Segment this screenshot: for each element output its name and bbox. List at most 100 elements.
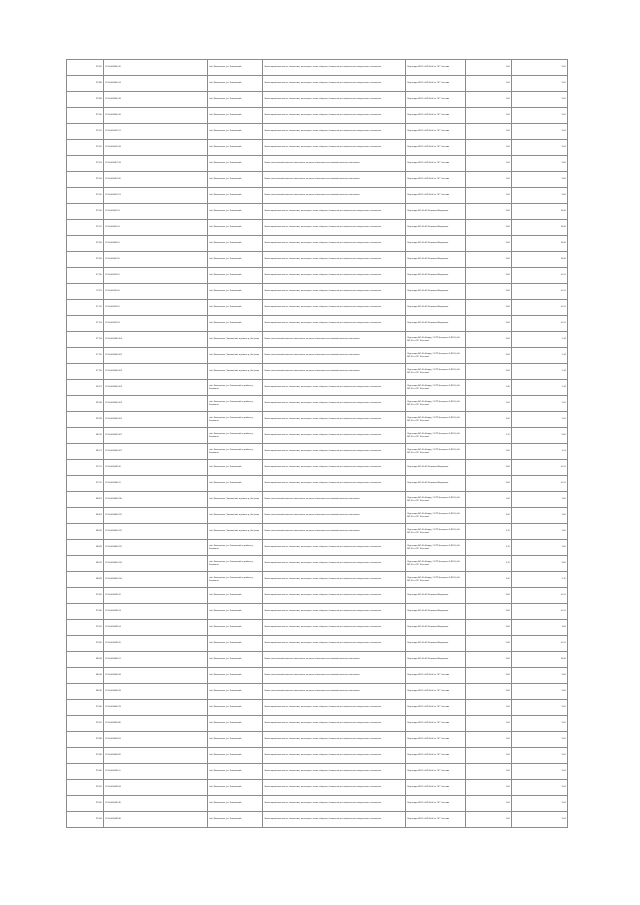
quantity-cell: 3,00 — [465, 475, 512, 492]
row-number-cell: 38 119 — [66, 411, 104, 428]
quantity-cell: 3,00 — [465, 203, 512, 220]
value-cell: 0,06 — [511, 171, 568, 188]
land-purpose-cell: Земли промышленности, энергетики, трансп… — [262, 283, 406, 300]
row-number-cell: 37 038 — [66, 731, 104, 748]
quantity-cell: 3,00 — [465, 683, 512, 700]
cadastral-number-cell: 37:04:000007-6 — [103, 251, 208, 268]
table-row: 38 034 37:04:000008-18 обл. Ивановская, р-… — [66, 667, 568, 684]
row-number-cell: 37 102 — [66, 139, 104, 156]
row-number-cell: 38 028 — [66, 571, 104, 588]
quantity-cell: 1,00 — [465, 779, 512, 796]
right-basis-cell: Под опоры ВЛ-П и ВЛ № 60 от ПС 'Сосново' — [405, 763, 466, 780]
right-basis-cell: Под опоры ВЛ-П и ВЛ № 60 от ПС 'Сосново' — [405, 59, 466, 76]
quantity-cell: 1,00 — [465, 155, 512, 172]
table-row: 37 036 37:04:000000-79 обл. Ивановская, р-… — [66, 699, 568, 716]
quantity-cell: 1,00 — [465, 187, 512, 204]
right-basis-cell: Под опоры ВЛ-10 кВ 'Богомолы/Кадниково' — [405, 315, 466, 332]
value-cell: 0,05 — [511, 731, 568, 748]
right-basis-cell: Под опоры ВЛ-10 кВ фид. 1 КТП Богомолы Л… — [405, 571, 466, 588]
table-row: 37 114 37:04:000408-100 обл. Ивановская, З… — [66, 331, 568, 348]
land-purpose-cell: Земли сельскохозяйственного назначения, … — [262, 155, 406, 172]
land-purpose-cell: Земли промышленности, энергетики, трансп… — [262, 715, 406, 732]
right-basis-cell: Под опоры ВЛ-П и ВЛ № 60 от ПС 'Сосново' — [405, 747, 466, 764]
right-basis-cell: Под опоры ВЛ-П и ВЛ № 60 от ПС 'Сосново' — [405, 91, 466, 108]
table-row: 37 039 37:04:000000-82 обл. Ивановская, р-… — [66, 747, 568, 764]
address-cell: обл. Ивановская, Заволжский, в районе д.… — [207, 491, 263, 508]
quantity-cell: 3,00 — [465, 315, 512, 332]
right-basis-cell: Под опоры ВЛ-10 кВ фид. 1 КТП Богомолы Л… — [405, 331, 466, 348]
right-basis-cell: Под опоры ВЛ-П и ВЛ № 60 от ПС 'Сосново' — [405, 75, 466, 92]
value-cell: 5,00 — [511, 539, 568, 556]
row-number-cell: 37 099 — [66, 91, 104, 108]
value-cell: +0,51 — [511, 267, 568, 284]
address-cell: обл. Ивановская, р-н Заволжский — [207, 219, 263, 236]
address-cell: обл. Ивановская, р-н Заволжский — [207, 139, 263, 156]
address-cell: обл. Ивановская, р-н Заволжский — [207, 299, 263, 316]
cadastral-number-cell: 37:04:000441-17 — [103, 123, 208, 140]
address-cell: обл. Ивановская, р-н Заволжский, в район… — [207, 555, 263, 572]
row-number-cell: 38 022 — [66, 491, 104, 508]
table-row: 38 022 37:04:000008-110 обл. Ивановская, З… — [66, 491, 568, 508]
row-number-cell: 37 036 — [66, 699, 104, 716]
row-number-cell: 37 103 — [66, 155, 104, 172]
value-cell: +0,51 — [511, 635, 568, 652]
row-number-cell: 37 106 — [66, 203, 104, 220]
quantity-cell: 1,00 — [465, 699, 512, 716]
right-basis-cell: Под опоры ВЛ-10 кВ фид. 1 КТП Богомолы Л… — [405, 347, 466, 364]
row-number-cell: 38 117 — [66, 379, 104, 396]
cadastral-number-cell: 37:04:000000-16 — [103, 107, 208, 124]
table-row: 37 110 37:04:000451-5 обл. Ивановская, р-н… — [66, 267, 568, 284]
value-cell: 16,94 — [511, 219, 568, 236]
cadastral-number-cell: 37:04:000000-113 — [103, 555, 208, 572]
table-row: 37 116 37:04:000008-103 обл. Ивановская, З… — [66, 363, 568, 380]
cadastral-number-cell: 37:04:000445-35 — [103, 795, 208, 812]
address-cell: обл. Ивановская, р-н Заволжский — [207, 203, 263, 220]
land-purpose-cell: Земли сельскохозяйственного назначения, … — [262, 187, 406, 204]
cadastral-number-cell: 37:04:000000-81 — [103, 731, 208, 748]
quantity-cell: 3,00 — [465, 235, 512, 252]
quantity-cell: 3,00 — [465, 651, 512, 668]
row-number-cell: 37 105 — [66, 187, 104, 204]
land-purpose-cell: Земли промышленности, энергетики, трансп… — [262, 747, 406, 764]
address-cell: обл. Ивановская, р-н Заволжский — [207, 651, 263, 668]
land-purpose-cell: Земли промышленности, энергетики, трансп… — [262, 587, 406, 604]
value-cell: 0,04 — [511, 795, 568, 812]
right-basis-cell: Под опоры ВЛ-10 кВ 'Богомолы/Кадниково' — [405, 475, 466, 492]
value-cell: +0,51 — [511, 459, 568, 476]
land-purpose-cell: Земли сельскохозяйственного назначения, … — [262, 507, 406, 524]
table-row: 37 029 37:04:000449-12 обл. Ивановская, р-… — [66, 587, 568, 604]
right-basis-cell: Под опоры ВЛ-10 кВ фид. 1 КТП Богомолы Л… — [405, 507, 466, 524]
cadastral-number-cell: 37:04:000008-111 — [103, 507, 208, 524]
value-cell: 6,65 — [511, 555, 568, 572]
land-purpose-cell: Земли сельскохозяйственного назначения, … — [262, 683, 406, 700]
quantity-cell: 3,00 — [465, 667, 512, 684]
cadastral-number-cell: 37:04:000000-79 — [103, 699, 208, 716]
cadastral-number-cell: 37:04:000449-10 — [103, 459, 208, 476]
value-cell: +0,51 — [511, 587, 568, 604]
table-row: 37 105 37:04:000407-21 обл. Ивановская, р-… — [66, 187, 568, 204]
registry-table-body: 37 097 37:04:000000-10 обл. Ивановская, р-… — [66, 59, 568, 828]
right-basis-cell: Под опоры ВЛ-П и ВЛ № 60 от ПС 'Сосново' — [405, 187, 466, 204]
row-number-cell: 38 031 — [66, 555, 104, 572]
land-purpose-cell: Земли промышленности, энергетики, трансп… — [262, 91, 406, 108]
address-cell: обл. Ивановская, р-н Заволжский, в район… — [207, 395, 263, 412]
quantity-cell: 1,00 — [465, 715, 512, 732]
quantity-cell: 3,00 — [465, 603, 512, 620]
quantity-cell: 2,00 — [465, 443, 512, 460]
quantity-cell: 1,00 — [465, 75, 512, 92]
land-purpose-cell: Земли промышленности, энергетики, трансп… — [262, 379, 406, 396]
value-cell: 0,05 — [511, 91, 568, 108]
cadastral-number-cell: 37:04:000007-3 — [103, 203, 208, 220]
row-number-cell: 38 118 — [66, 395, 104, 412]
address-cell: обл. Ивановская, р-н Заволжский — [207, 635, 263, 652]
row-number-cell: 37 108 — [66, 235, 104, 252]
row-number-cell: 37 109 — [66, 251, 104, 268]
right-basis-cell: Под опоры ВЛ-10 кВ 'Богомолы/Кадниково' — [405, 587, 466, 604]
table-row: 38 117 37:04:000006-103 обл. Ивановская, р… — [66, 379, 568, 396]
address-cell: обл. Ивановская, р-н Заволжский — [207, 603, 263, 620]
value-cell: 5,00 — [511, 523, 568, 540]
cadastral-number-cell: 37:04:000008-17 — [103, 651, 208, 668]
quantity-cell: 3,00 — [465, 283, 512, 300]
land-purpose-cell: Земли промышленности, энергетики, трансп… — [262, 299, 406, 316]
quantity-cell: 1,00 — [465, 171, 512, 188]
